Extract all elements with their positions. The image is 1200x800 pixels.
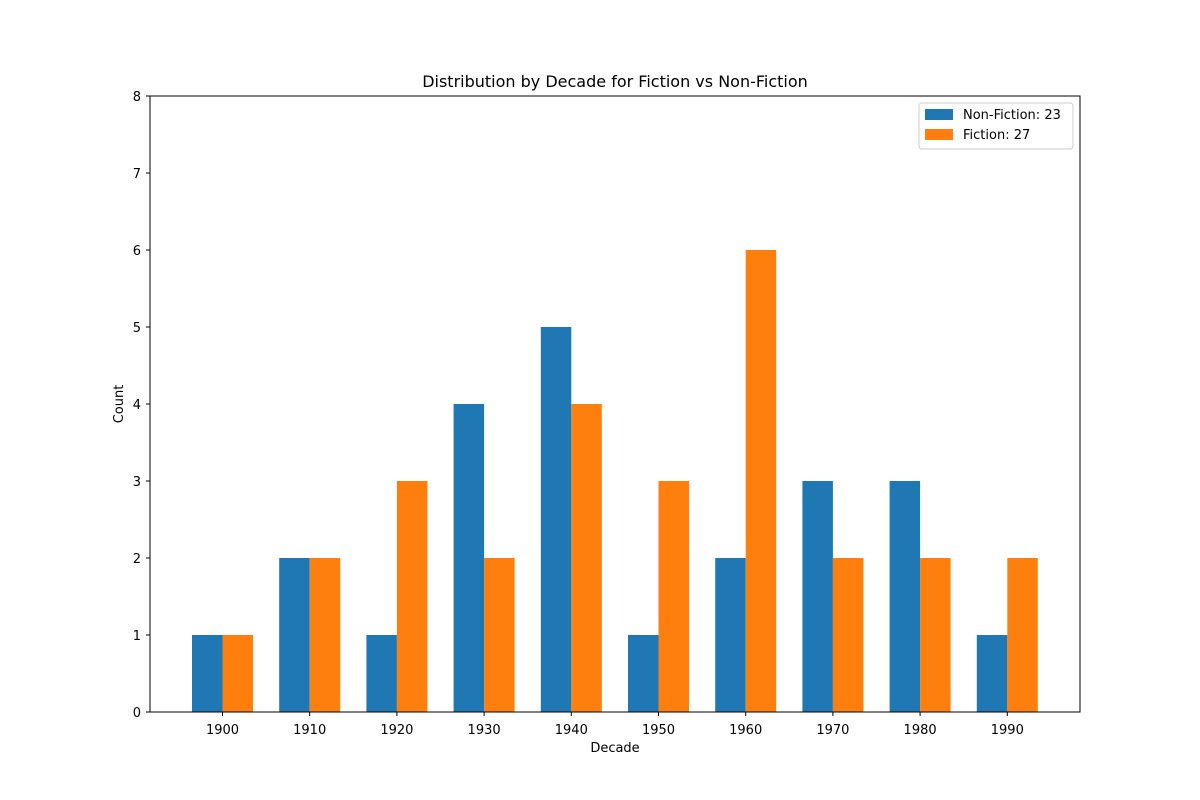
x-tick-label: 1980 — [904, 723, 937, 738]
x-tick-label: 1950 — [642, 723, 675, 738]
bar-fiction-1960 — [745, 250, 777, 712]
x-tick-label: 1900 — [206, 723, 239, 738]
bar-fiction-1930 — [484, 558, 515, 712]
y-tick-label: 3 — [133, 475, 141, 490]
legend: Non-Fiction: 23 Fiction: 27 — [918, 102, 1074, 150]
bars-group — [192, 250, 1038, 712]
bar-non-fiction-1970 — [802, 481, 833, 712]
bar-non-fiction-1900 — [192, 635, 223, 712]
x-tick-label: 1930 — [468, 723, 501, 738]
x-axis: 1900 1910 1920 1930 1940 1950 1960 1970 1980 1990 — [206, 712, 1024, 738]
x-tick-label: 1970 — [816, 723, 849, 738]
y-tick-label: 6 — [133, 244, 141, 259]
bar-non-fiction-1960 — [715, 558, 746, 712]
bar-non-fiction-1940 — [540, 327, 572, 712]
bar-fiction-1940 — [571, 404, 602, 712]
bar-fiction-1910 — [309, 558, 341, 712]
legend-swatch-non-fiction — [925, 109, 953, 120]
bar-non-fiction-1930 — [453, 404, 485, 712]
y-axis-label: Count — [112, 385, 127, 424]
x-tick-label: 1910 — [293, 723, 326, 738]
x-axis-label: Decade — [590, 741, 639, 756]
bar-fiction-1950 — [658, 481, 689, 712]
y-tick-label: 8 — [133, 90, 141, 105]
legend-box — [918, 102, 1074, 150]
legend-swatch-fiction — [925, 129, 953, 140]
bar-fiction-1990 — [1007, 558, 1038, 712]
y-tick-label: 2 — [133, 552, 141, 567]
bar-fiction-1970 — [832, 558, 864, 712]
legend-label: Non-Fiction: 23 — [963, 108, 1061, 123]
y-axis: 0 1 2 3 4 5 6 7 8 — [133, 90, 150, 721]
y-tick-label: 1 — [133, 629, 141, 644]
x-tick-label: 1960 — [729, 723, 762, 738]
bar-non-fiction-1910 — [279, 558, 310, 712]
legend-label: Fiction: 27 — [963, 128, 1030, 143]
bar-non-fiction-1950 — [628, 635, 659, 712]
bar-non-fiction-1990 — [976, 635, 1008, 712]
bar-fiction-1980 — [920, 558, 951, 712]
y-tick-label: 0 — [133, 706, 141, 721]
x-tick-label: 1990 — [991, 723, 1024, 738]
bar-fiction-1920 — [396, 481, 428, 712]
y-tick-label: 7 — [133, 167, 141, 182]
x-tick-label: 1920 — [380, 723, 413, 738]
bar-fiction-1900 — [222, 635, 253, 712]
x-tick-label: 1940 — [555, 723, 588, 738]
y-tick-label: 4 — [133, 398, 141, 413]
bar-non-fiction-1980 — [889, 481, 921, 712]
chart-title: Distribution by Decade for Fiction vs No… — [422, 72, 808, 91]
y-tick-label: 5 — [133, 321, 141, 336]
bar-non-fiction-1920 — [366, 635, 397, 712]
